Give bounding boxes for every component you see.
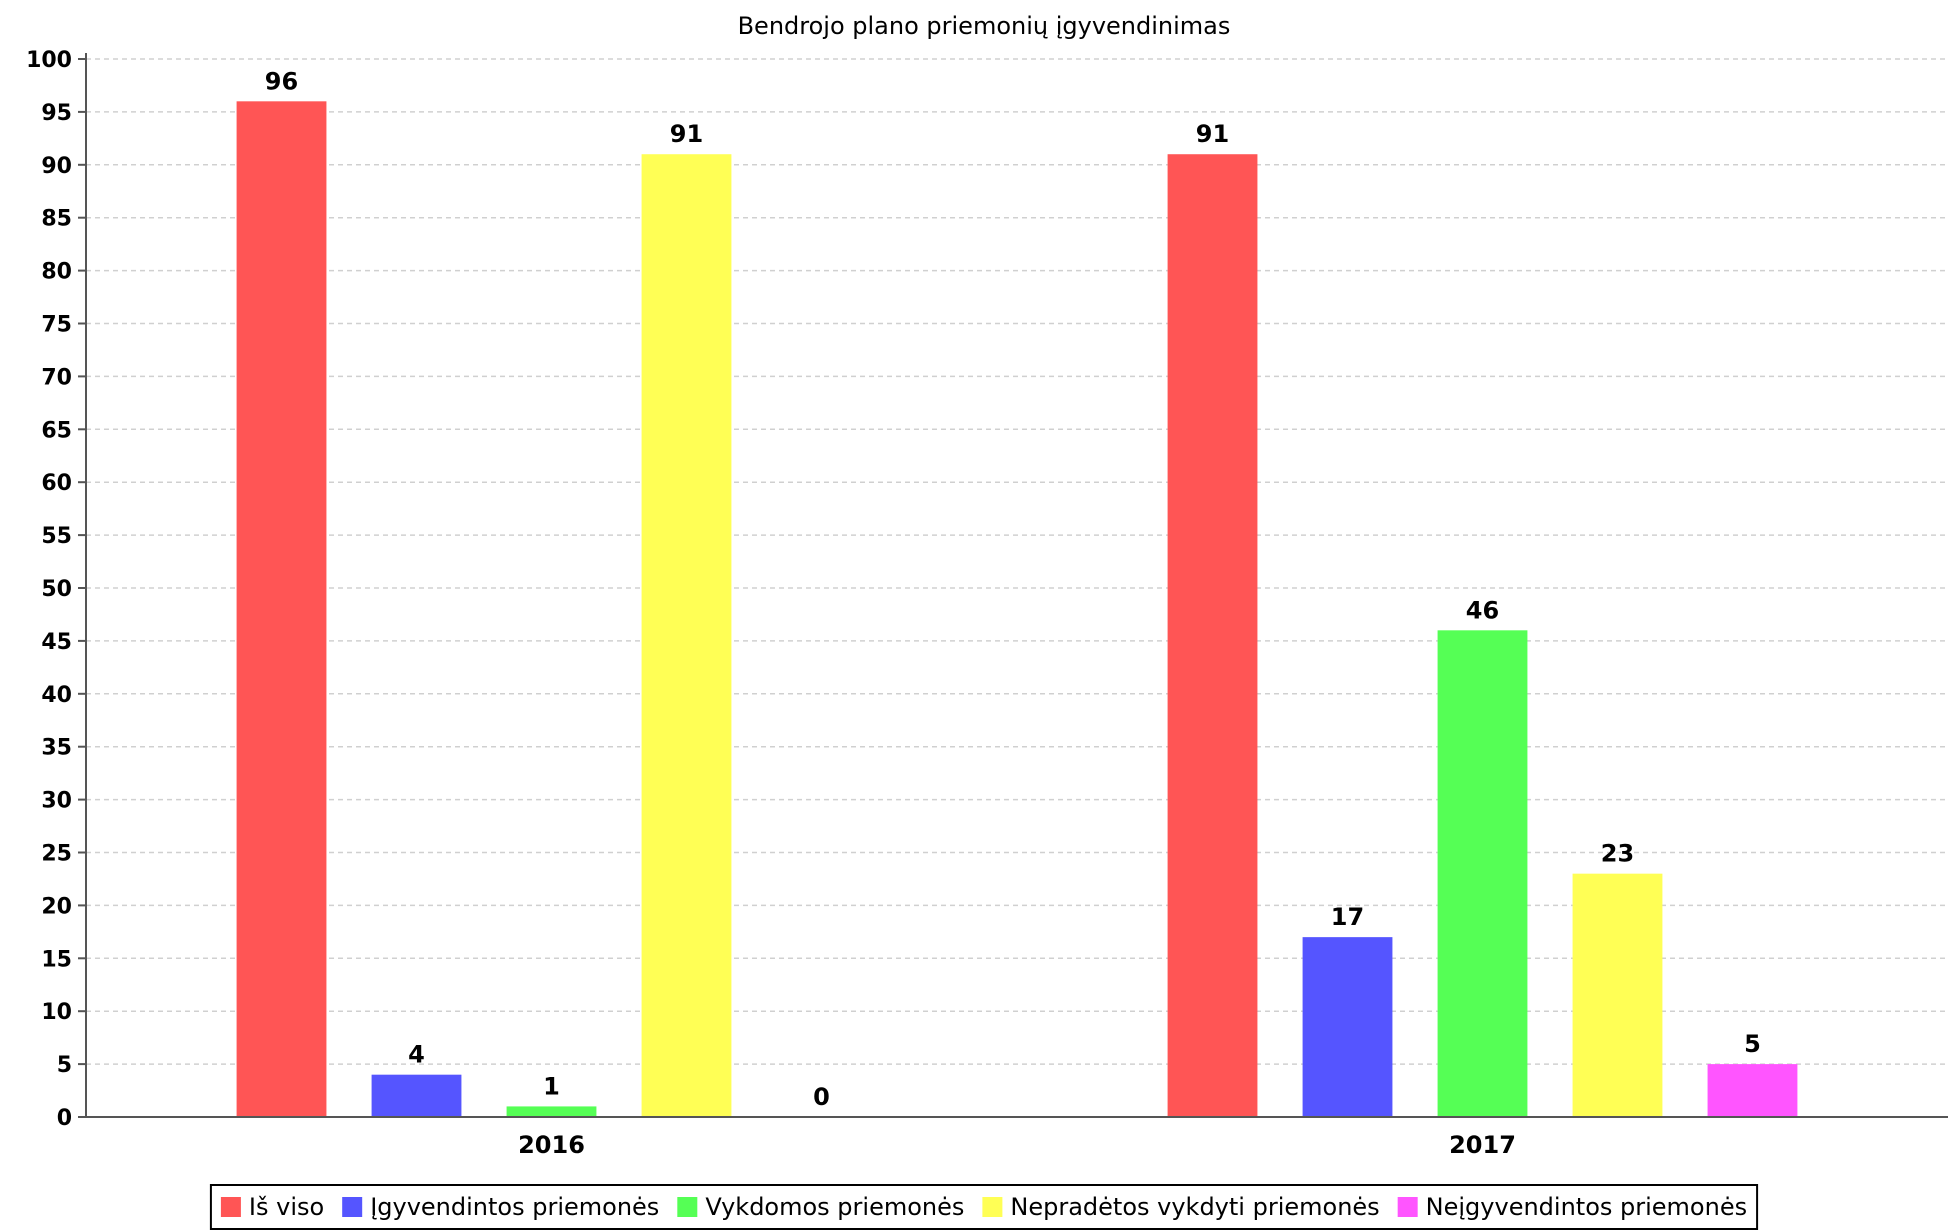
data-label: 91 — [670, 120, 703, 148]
data-label: 91 — [1196, 120, 1229, 148]
bar — [1167, 154, 1258, 1118]
legend-swatch — [220, 1197, 241, 1217]
legend-item: Iš viso — [220, 1193, 324, 1221]
data-labels: 96 4 1 91 0 91 17 46 23 5 — [265, 67, 1761, 1111]
y-tick-label: 50 — [41, 577, 72, 602]
bar — [1572, 873, 1663, 1117]
y-tick-label: 85 — [41, 207, 72, 232]
legend-item: Vykdomos priemonės — [677, 1193, 964, 1221]
y-tick-label: 10 — [41, 1000, 72, 1025]
chart-title: Bendrojo plano priemonių įgyvendinimas — [738, 12, 1231, 40]
y-tick-label: 100 — [26, 48, 72, 73]
data-label: 1 — [543, 1072, 560, 1100]
bar — [1437, 630, 1528, 1117]
axes: 0510152025303540455055606570758085909510… — [26, 48, 1948, 1159]
legend-swatch — [342, 1197, 363, 1217]
y-tick-label: 90 — [41, 154, 72, 179]
bars — [236, 101, 1798, 1118]
legend-item: Nepradėtos vykdyti priemonės — [982, 1193, 1380, 1221]
legend-item: Įgyvendintos priemonės — [342, 1193, 659, 1221]
y-tick-label: 70 — [41, 365, 72, 390]
y-tick-label: 95 — [41, 101, 72, 126]
y-tick-label: 40 — [41, 683, 72, 708]
data-label: 17 — [1331, 903, 1364, 931]
bar — [506, 1106, 597, 1117]
data-label: 23 — [1601, 840, 1634, 868]
grid-lines — [86, 58, 1948, 1065]
y-tick-label: 35 — [41, 736, 72, 761]
legend-label: Iš viso — [249, 1193, 324, 1221]
legend-border — [209, 1184, 1759, 1230]
y-tick-label: 80 — [41, 260, 72, 285]
data-label: 46 — [1466, 596, 1499, 624]
bar — [641, 154, 732, 1118]
legend-swatch — [982, 1197, 1003, 1217]
y-tick-label: 30 — [41, 789, 72, 814]
data-label: 4 — [408, 1041, 425, 1069]
x-tick-label: 2016 — [518, 1131, 585, 1159]
legend-swatch — [677, 1197, 698, 1217]
data-label: 5 — [1744, 1030, 1761, 1058]
legend: Iš viso Įgyvendintos priemonės Vykdomos pr… — [209, 1184, 1759, 1230]
bar — [1302, 937, 1393, 1117]
y-tick-label: 20 — [41, 894, 72, 919]
legend-label: Įgyvendintos priemonės — [370, 1193, 659, 1221]
y-tick-label: 55 — [41, 524, 72, 549]
bar — [236, 101, 327, 1117]
legend-label: Neįgyvendintos priemonės — [1426, 1193, 1747, 1221]
y-tick-label: 0 — [57, 1106, 72, 1131]
legend-swatch — [1397, 1197, 1418, 1217]
data-label: 0 — [813, 1083, 830, 1111]
y-tick-label: 15 — [41, 947, 72, 972]
x-tick-label: 2017 — [1449, 1131, 1516, 1159]
y-tick-label: 75 — [41, 313, 72, 338]
y-tick-label: 5 — [57, 1053, 72, 1078]
legend-label: Nepradėtos vykdyti priemonės — [1010, 1193, 1379, 1221]
y-tick-label: 25 — [41, 842, 72, 867]
y-tick-label: 45 — [41, 630, 72, 655]
legend-label: Vykdomos priemonės — [705, 1193, 964, 1221]
bar — [1707, 1064, 1798, 1117]
bar — [371, 1074, 462, 1117]
legend-item: Neįgyvendintos priemonės — [1397, 1193, 1747, 1221]
y-tick-label: 60 — [41, 471, 72, 496]
y-tick-label: 65 — [41, 418, 72, 443]
data-label: 96 — [265, 67, 298, 95]
